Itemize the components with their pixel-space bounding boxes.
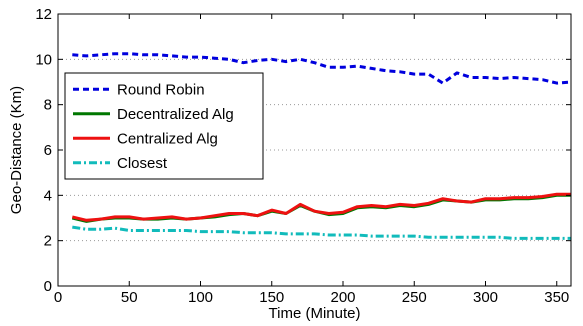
axis-ticks: 0 50 100 150 200 250 300 350 0 2 4 6 8 10 12	[35, 6, 571, 306]
x-tick-label: 300	[473, 289, 498, 306]
y-axis-label: Geo-Distance (Km)	[8, 86, 25, 214]
legend: Round Robin Decentralized Alg Centralized …	[64, 72, 264, 180]
x-tick-label: 250	[402, 289, 427, 306]
x-tick-label: 100	[188, 289, 213, 306]
x-tick-label: 150	[259, 289, 284, 306]
legend-label: Centralized Alg	[117, 130, 218, 147]
legend-label: Closest	[117, 155, 168, 172]
series-lines	[71, 52, 572, 240]
x-tick-label: 350	[544, 289, 569, 306]
y-tick-label: 10	[35, 51, 52, 68]
y-tick-label: 6	[44, 142, 52, 159]
series-line-round-robin	[72, 52, 572, 85]
y-tick-label: 8	[44, 97, 52, 114]
x-tick-label: 200	[330, 289, 355, 306]
x-tick-label: 50	[121, 289, 138, 306]
legend-label: Decentralized Alg	[117, 106, 234, 123]
y-tick-label: 2	[44, 233, 52, 250]
series-line-closest	[72, 225, 571, 240]
y-tick-label: 0	[44, 278, 52, 295]
y-tick-label: 12	[35, 6, 52, 23]
x-axis-label: Time (Minute)	[269, 305, 361, 322]
y-tick-label: 4	[44, 187, 52, 204]
grid-lines	[58, 58, 571, 242]
x-tick-label: 0	[54, 289, 62, 306]
series-line-centralized-alg	[71, 192, 571, 222]
legend-label: Round Robin	[117, 81, 205, 98]
